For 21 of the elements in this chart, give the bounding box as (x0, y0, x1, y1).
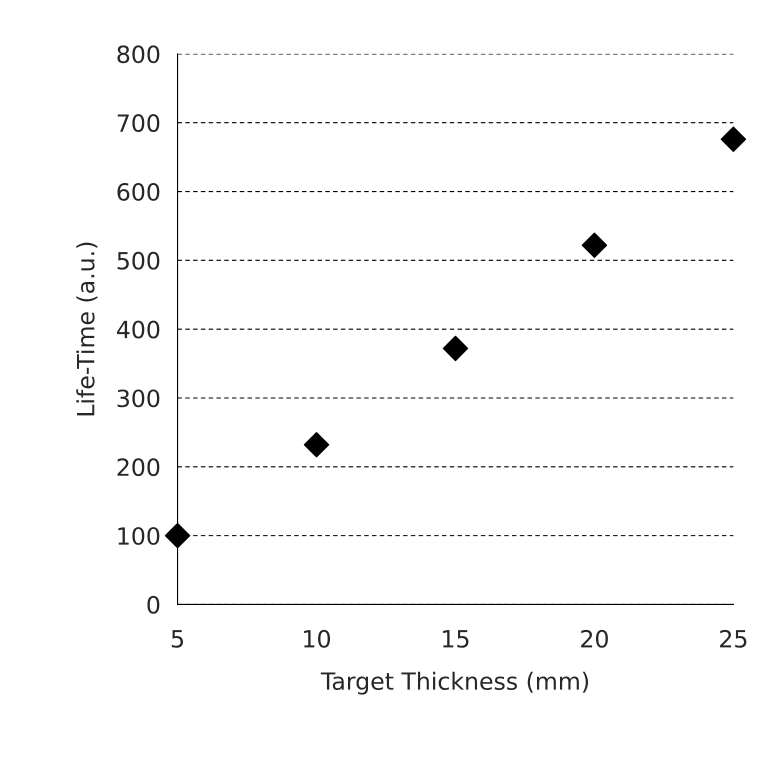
x-tick-label: 5 (172, 630, 184, 648)
point (720, 126, 746, 152)
y-tick-label: 0 (147, 596, 160, 614)
x-tick-label: 15 (443, 630, 468, 648)
point (582, 232, 608, 258)
point (442, 336, 468, 362)
x-axis-title: Target Thickness (mm) (320, 672, 588, 695)
y-tick-label: 300 (118, 389, 160, 408)
y-tick-label: 500 (118, 252, 160, 270)
y-tick-label: 200 (118, 458, 160, 476)
y-axis-title: Life-Time (a.u.) (76, 242, 98, 416)
x-tick-label: 25 (720, 630, 746, 648)
point (164, 522, 190, 548)
point (304, 432, 330, 458)
y-tick-label: 700 (118, 114, 160, 132)
x-tick-label: 10 (304, 630, 330, 648)
x-tick-label: 20 (581, 630, 608, 648)
y-tick-label: 600 (117, 182, 160, 201)
y-tick-label: 100 (118, 527, 160, 545)
y-tick-label: 400 (116, 320, 160, 338)
y-tick-label: 800 (117, 45, 160, 64)
